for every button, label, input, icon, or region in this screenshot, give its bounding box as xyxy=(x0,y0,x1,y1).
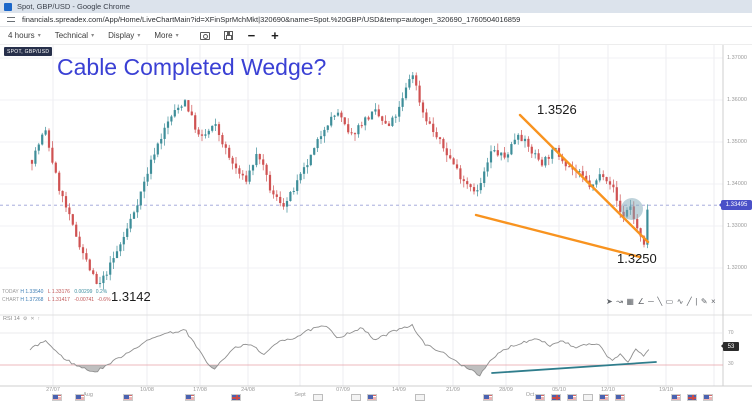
pencil-icon[interactable]: ✎ xyxy=(700,297,708,306)
page-url[interactable]: financials.spreadex.com/App/Home/LiveCha… xyxy=(22,15,521,24)
rsi-label: RSI 14 xyxy=(3,316,20,322)
trendline-icon[interactable]: ╲ xyxy=(657,297,663,306)
event-flag-icon-uk[interactable] xyxy=(231,394,241,401)
rsi-level-30: 30 xyxy=(728,361,734,367)
browser-address-bar[interactable]: financials.spreadex.com/App/Home/LiveCha… xyxy=(0,13,752,27)
rsi-current-tag: 53 xyxy=(721,342,739,351)
event-flag-icon-us[interactable] xyxy=(567,394,577,401)
price-axis-label: 1.36000 xyxy=(727,97,747,103)
toolbar-divider: | xyxy=(695,297,698,306)
chevron-down-icon: ▾ xyxy=(137,33,141,39)
close-icon[interactable]: ✕ xyxy=(30,316,35,322)
ohlc-legend: TODAY H 1.33540 L 1.33176 0.00299 0.2% C… xyxy=(2,289,113,304)
site-info-icon[interactable] xyxy=(7,16,15,23)
cursor-icon[interactable]: ➤ xyxy=(606,297,613,306)
rsi-indicator-header: RSI 14 ⚙ ✕ ↑ xyxy=(3,316,40,322)
event-flag-icon-uk[interactable] xyxy=(551,394,561,401)
price-axis-label: 1.37000 xyxy=(727,55,747,61)
event-flag-icon-us[interactable] xyxy=(535,394,545,401)
more-menu[interactable]: More ▾ xyxy=(154,31,178,40)
event-flag-icon-plain[interactable] xyxy=(415,394,425,401)
event-flag-icon-plain[interactable] xyxy=(583,394,593,401)
display-label: Display xyxy=(108,31,135,40)
drawing-toolbar: ➤ ↝ ▦ ∠ ─ ╲ ▭ ∿ ╱ | ✎ × xyxy=(606,297,716,307)
chevron-down-icon: ▾ xyxy=(37,33,41,39)
window-title: Spot, GBP/USD - Google Chrome xyxy=(17,2,130,11)
event-flag-icon-plain[interactable] xyxy=(351,394,361,401)
wedge-upper-price-annotation: 1.3526 xyxy=(537,102,577,117)
event-flag-icon-us[interactable] xyxy=(367,394,377,401)
technical-label: Technical xyxy=(54,31,89,40)
price-axis-label: 1.33000 xyxy=(727,223,747,229)
economic-event-flags xyxy=(0,45,752,405)
event-flag-icon-us[interactable] xyxy=(671,394,681,401)
event-flag-icon-us[interactable] xyxy=(599,394,609,401)
event-flag-icon-us[interactable] xyxy=(615,394,625,401)
wave-icon[interactable]: ∿ xyxy=(676,297,684,306)
move-up-icon[interactable]: ↑ xyxy=(37,316,41,322)
chart-headline: Cable Completed Wedge? xyxy=(57,54,327,80)
save-icon[interactable] xyxy=(223,31,233,40)
zoom-in-button[interactable]: + xyxy=(271,27,279,43)
chart-area[interactable]: SPOT, GBP/USD Cable Completed Wedge? 1.3… xyxy=(0,45,752,405)
gear-icon[interactable]: ⚙ xyxy=(22,316,28,322)
chevron-down-icon: ▾ xyxy=(175,33,179,39)
freehand-icon[interactable]: ↝ xyxy=(616,297,623,306)
event-flag-icon-us[interactable] xyxy=(52,394,62,401)
zoom-out-button[interactable]: − xyxy=(247,27,256,43)
snapshot-icon[interactable] xyxy=(199,31,210,40)
legend-row-chart: CHART H 1.37268 L 1.31417 -0.00741 -0.6% xyxy=(2,296,111,303)
symbol-badge: SPOT, GBP/USD xyxy=(4,47,53,56)
rsi-level-70: 70 xyxy=(728,330,734,336)
rectangle-icon[interactable]: ▭ xyxy=(665,297,674,306)
event-flag-icon-uk[interactable] xyxy=(687,394,697,401)
chevron-down-icon: ▾ xyxy=(91,33,95,39)
window-titlebar[interactable]: Spot, GBP/USD - Google Chrome xyxy=(0,0,752,13)
price-axis-label: 1.32000 xyxy=(727,265,747,271)
angle-icon[interactable]: ∠ xyxy=(637,297,645,306)
event-flag-icon-us[interactable] xyxy=(75,394,85,401)
current-price-tag: 1.33495 xyxy=(719,200,752,210)
ray-icon[interactable]: ╱ xyxy=(686,297,692,306)
event-flag-icon-us[interactable] xyxy=(703,394,713,401)
legend-row-today: TODAY H 1.33540 L 1.33176 0.00299 0.2% xyxy=(2,289,108,295)
event-flag-icon-us[interactable] xyxy=(185,394,195,401)
delete-icon[interactable]: × xyxy=(711,297,716,306)
fibonacci-icon[interactable]: ▦ xyxy=(626,297,634,306)
price-axis-label: 1.34000 xyxy=(727,181,747,187)
chrome-app-icon xyxy=(4,2,12,11)
technical-menu[interactable]: Technical ▾ xyxy=(55,31,94,40)
chart-toolbar: 4 hours ▾ Technical ▾ Display ▾ More ▾ −… xyxy=(0,27,752,45)
event-flag-icon-us[interactable] xyxy=(123,394,133,401)
horizontal-line-icon[interactable]: ─ xyxy=(648,297,654,306)
wedge-lower-price-annotation: 1.3250 xyxy=(617,251,657,266)
swing-low-price-annotation: 1.3142 xyxy=(111,289,151,304)
timeframe-label: 4 hours xyxy=(8,31,35,40)
price-axis: 1.33495 70 30 53 1.37000 1.36000 1.35000 1.… xyxy=(719,45,752,405)
event-flag-icon-us[interactable] xyxy=(483,394,493,401)
event-flag-icon-plain[interactable] xyxy=(313,394,323,401)
timeframe-dropdown[interactable]: 4 hours ▾ xyxy=(8,31,41,40)
more-label: More xyxy=(154,31,173,40)
display-menu[interactable]: Display ▾ xyxy=(108,31,140,40)
price-axis-label: 1.35000 xyxy=(727,139,747,145)
